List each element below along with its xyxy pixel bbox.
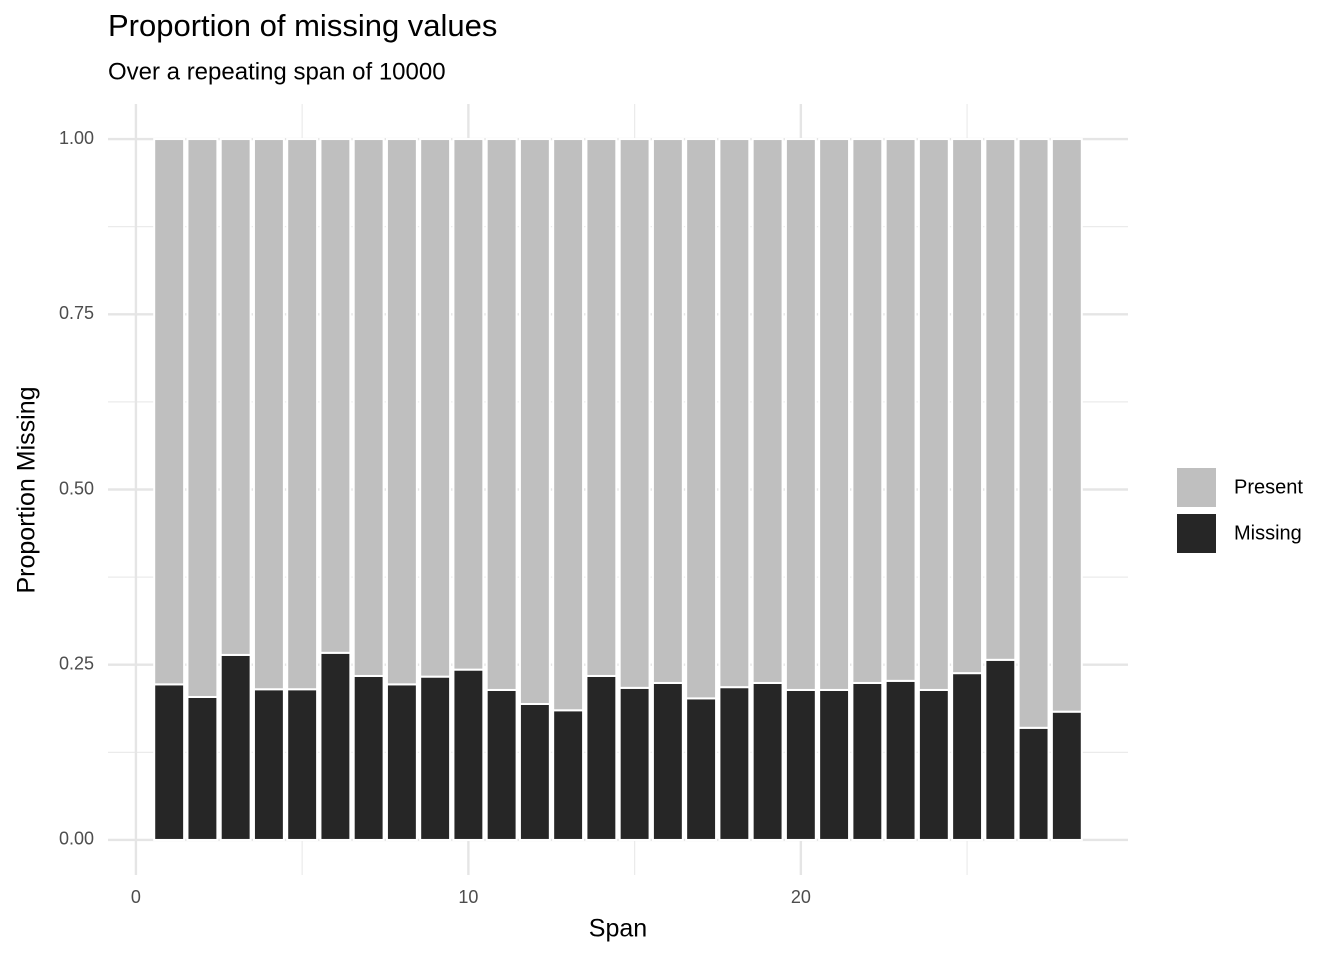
bar-segment [485, 138, 518, 691]
bar-segment [585, 674, 618, 841]
bar-segment [252, 138, 285, 691]
bar-segment [718, 686, 751, 841]
bar-segment [784, 138, 817, 691]
chart-subtitle: Over a repeating span of 10000 [108, 58, 446, 85]
bar-segment [818, 138, 851, 691]
bar-segment [851, 138, 884, 684]
bar-segment [751, 138, 784, 684]
bar-segment [984, 658, 1017, 841]
bar-segment [884, 138, 917, 682]
bar-segment [153, 138, 186, 686]
bar-segment [818, 688, 851, 841]
bar-segment [751, 681, 784, 841]
legend-swatch [1177, 514, 1216, 553]
chart-title: Proportion of missing values [108, 8, 497, 43]
x-tick-label: 20 [791, 887, 811, 907]
bar-segment [385, 683, 418, 841]
y-tick-label: 0.00 [59, 829, 94, 849]
bar-segment [685, 697, 718, 841]
bar-segment [419, 138, 452, 678]
bar-segment [219, 653, 252, 841]
bar-segment [651, 138, 684, 684]
bar-segment [1050, 710, 1083, 841]
bar-segment [518, 138, 551, 705]
legend-swatch [1177, 468, 1216, 507]
bar-segment [1017, 726, 1050, 841]
bar-segment [452, 668, 485, 841]
bar-segment [685, 138, 718, 700]
y-tick-label: 0.75 [59, 303, 94, 323]
bar-segment [984, 138, 1017, 661]
bar-segment [951, 672, 984, 841]
legend-label: Missing [1234, 522, 1302, 544]
x-tick-label: 10 [458, 887, 478, 907]
y-tick-label: 0.50 [59, 478, 94, 498]
bar-segment [385, 138, 418, 686]
bar-segment [851, 681, 884, 841]
bar-segment [951, 138, 984, 675]
bar-segment [518, 702, 551, 841]
bar-segment [252, 688, 285, 841]
y-tick-label: 1.00 [59, 128, 94, 148]
bar-segment [286, 688, 319, 841]
legend-label: Present [1234, 476, 1303, 498]
bar-segment [585, 138, 618, 677]
x-tick-label: 0 [131, 887, 141, 907]
bar-segment [884, 679, 917, 841]
bar-segment [286, 138, 319, 691]
bar-segment [1017, 138, 1050, 729]
y-tick-label: 0.25 [59, 653, 94, 673]
bar-segment [352, 138, 385, 677]
bar-segment [452, 138, 485, 671]
bar-segment [651, 681, 684, 841]
bar-segment [352, 674, 385, 841]
bar-segment [917, 688, 950, 841]
bar-segment [784, 688, 817, 841]
x-axis-title: Span [589, 915, 647, 943]
bar-segment [552, 709, 585, 841]
bar-segment [219, 138, 252, 656]
bar-segment [186, 695, 219, 841]
bar-segment [1050, 138, 1083, 713]
bar-segment [186, 138, 219, 698]
bar-segment [319, 651, 352, 841]
bar-segment [618, 138, 651, 689]
bar-segment [319, 138, 352, 654]
bar-segment [917, 138, 950, 691]
bar-segment [153, 683, 186, 841]
bar-segment [485, 688, 518, 841]
bar-segment [718, 138, 751, 689]
bar-segment [618, 686, 651, 841]
bar-segment [419, 675, 452, 841]
y-axis-title: Proportion Missing [13, 386, 41, 593]
bar-segment [552, 138, 585, 712]
